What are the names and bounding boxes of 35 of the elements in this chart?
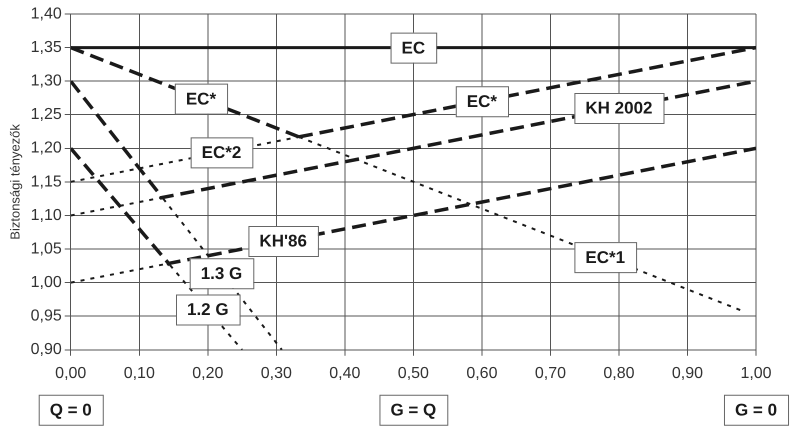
y-axis-title: Biztonsági tényezők [7,124,22,240]
x-tick-label: 0,70 [534,364,566,382]
x-tick-label: 0,50 [398,364,430,382]
y-tick-label: 1,20 [30,140,62,157]
y-tick-label: 1,15 [30,173,62,190]
y-tick-label: 1,40 [30,5,62,22]
x-tick-label: 0,30 [260,364,292,382]
annotation: 1.2 G [186,300,229,320]
y-tick-label: 0,95 [30,308,62,325]
x-tick-label: 0,60 [466,364,498,382]
y-tick-label: 1,10 [30,206,62,224]
x-tick-label: 0,90 [672,364,704,382]
annotation: EC* [186,89,216,108]
annotation: EC*2 [202,143,242,162]
x-tick-label: 0,20 [192,364,224,382]
text: G = Q [390,400,436,420]
annotation: EC [402,38,426,58]
y-tick-label: 0,90 [30,341,62,358]
x-tick-label: 0,40 [329,364,361,382]
annotation: KH'86 [259,232,307,251]
text: G = 0 [734,400,778,420]
y-tick-label: 1,05 [30,240,62,258]
x-tick-label: 0,10 [124,364,155,382]
text: Q = 0 [50,400,92,420]
annotation: KH 2002 [585,98,653,118]
annotation: EC*1 [585,248,626,267]
y-tick-label: 1,00 [30,274,62,292]
y-tick-label: 1,30 [30,72,62,90]
y-tick-label: 1,35 [30,38,62,56]
annotation: EC* [466,92,498,111]
x-tick-label: 1,00 [740,364,772,382]
y-tick-label: 1,25 [30,106,62,124]
x-tick-label: 0,00 [55,364,86,382]
x-tick-label: 0,80 [603,364,635,382]
annotation: 1.3 G [200,264,242,283]
